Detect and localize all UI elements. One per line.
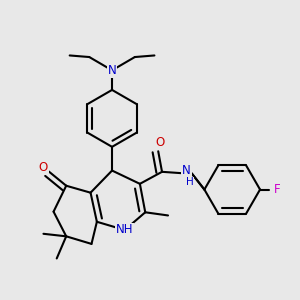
Text: O: O (38, 161, 48, 174)
Text: F: F (274, 183, 281, 196)
Text: H: H (186, 177, 194, 187)
Text: N: N (182, 164, 191, 177)
Text: NH: NH (116, 224, 134, 236)
Text: N: N (108, 64, 116, 77)
Text: O: O (155, 136, 164, 149)
